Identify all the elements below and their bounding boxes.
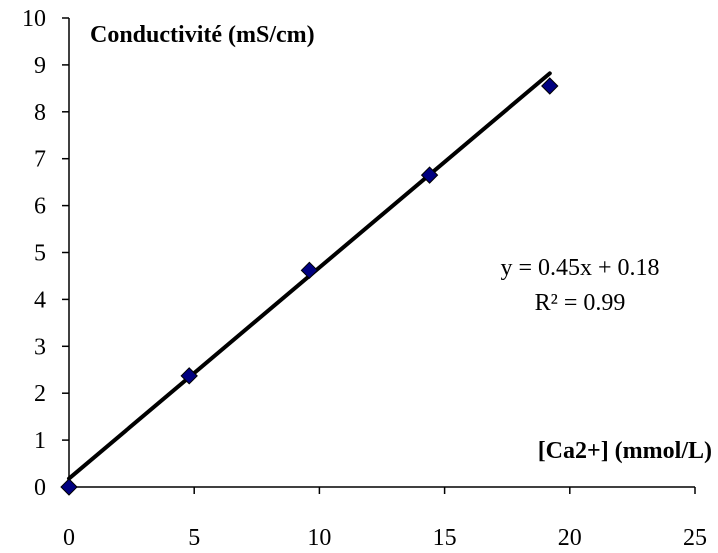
y-axis-title: Conductivité (mS/cm) [90,22,315,48]
y-ticks: 0 1 2 3 4 5 6 7 8 9 10 [22,6,69,501]
y-tick-label: 1 [34,428,46,454]
y-tick-label: 6 [34,194,46,220]
x-ticks: 0 5 10 15 20 25 [63,487,707,551]
x-axis-title: [Ca2+] (mmol/L) [538,438,712,464]
trendline-equation: y = 0.45x + 0.18 [500,255,659,281]
y-tick-label: 5 [34,241,46,267]
trendline-r2: R² = 0.99 [535,290,626,316]
data-point [420,166,439,184]
y-tick-label: 2 [34,381,46,407]
data-point [541,77,559,95]
data-points [60,77,559,496]
x-tick-label: 25 [683,525,707,551]
y-tick-label: 10 [22,6,46,32]
axes [68,18,695,488]
y-tick-label: 0 [34,475,46,501]
x-tick-label: 20 [558,525,582,551]
data-point [180,367,198,385]
y-tick-label: 9 [34,53,46,79]
x-tick-label: 15 [433,525,457,551]
y-tick-label: 7 [34,147,46,173]
y-tick-label: 3 [34,334,46,360]
x-tick-label: 0 [63,525,75,551]
x-tick-label: 5 [188,525,200,551]
data-point [300,261,319,280]
y-tick-label: 8 [34,100,46,126]
x-tick-label: 10 [307,525,331,551]
data-point [60,478,78,496]
y-tick-label: 4 [34,287,46,313]
